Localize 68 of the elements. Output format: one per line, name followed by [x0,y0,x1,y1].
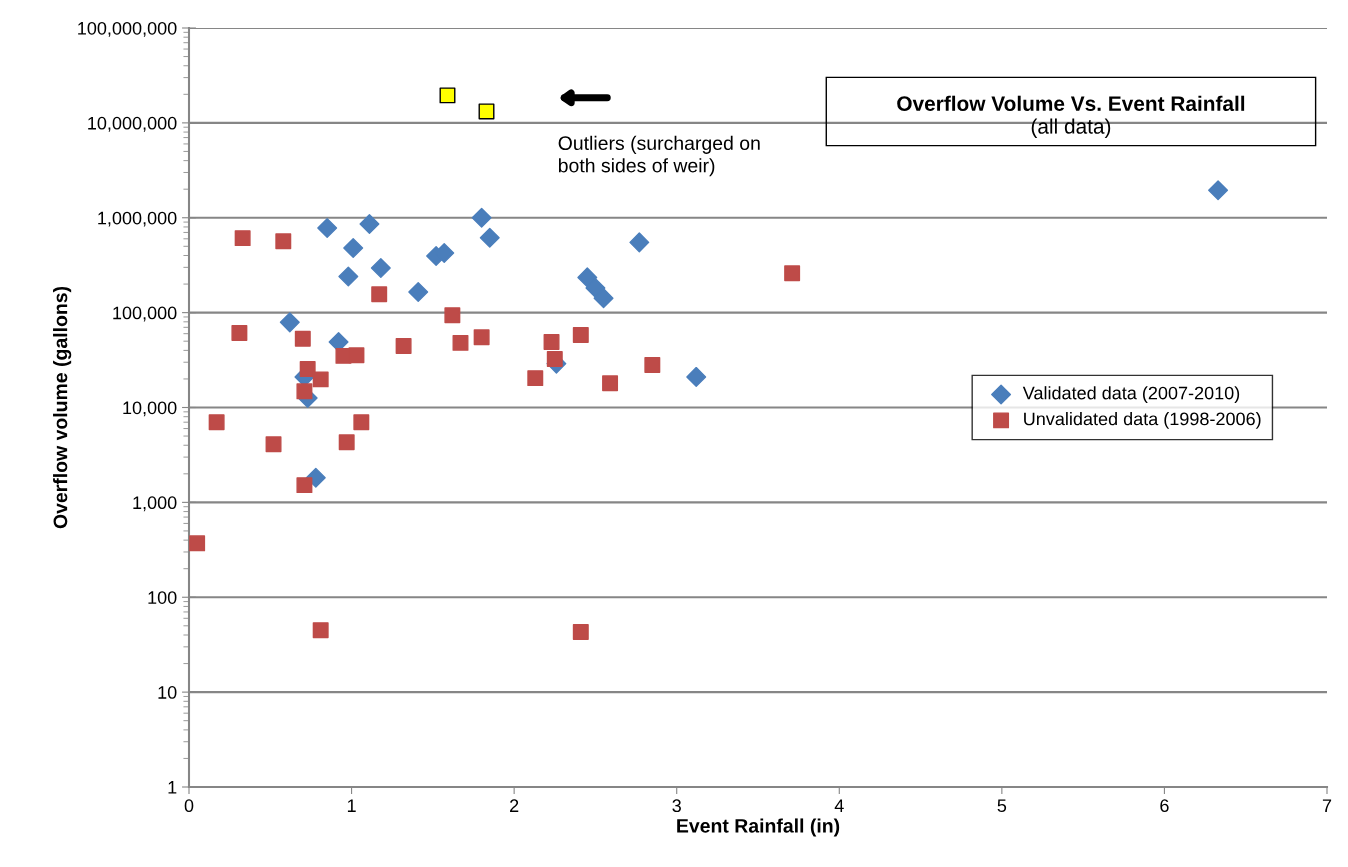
point [189,535,206,552]
point [593,288,614,309]
y-tick-label: 10,000 [123,401,177,417]
point [299,360,316,377]
point [546,350,563,367]
point [208,414,225,431]
y-tick-label: 100,000,000 [78,21,177,37]
y-tick-label: 10,000,000 [88,116,177,132]
point [577,267,598,288]
point [784,265,801,282]
point [395,338,412,354]
y-tick-label: 100,000 [113,306,177,322]
point [371,286,388,303]
point [343,237,364,259]
y-tick-label: 1 [168,781,177,794]
point [629,232,650,253]
point [359,213,380,234]
point [1208,180,1229,201]
point [312,622,329,639]
y-tick-label: 10 [158,686,177,699]
point [478,103,495,120]
point [452,334,469,351]
point [370,258,391,279]
x-axis-title: Event Rainfall (in) [677,818,840,837]
point [296,477,313,494]
y-tick-label: 1,000 [133,496,177,512]
point [265,436,282,453]
point [444,307,461,324]
point [338,266,359,287]
point [348,347,365,364]
point [602,375,619,392]
point [231,325,248,341]
point [572,327,589,344]
point [317,217,338,238]
annotation: Outliers (surcharged on both sides of weir) [558,135,760,177]
text: (all data) [1031,118,1111,138]
point [572,624,589,641]
x-tick-label: 1 [347,799,356,812]
point [338,434,355,451]
y-tick-label: 1,000,000 [98,211,177,227]
point [275,233,292,250]
x-tick-label: 6 [1160,799,1169,813]
y-axis-title: Overflow volume (gallons) [53,286,72,529]
x-tick-label: 5 [997,799,1007,813]
point [296,383,313,400]
x-tick-label: 3 [672,799,681,813]
legend-label: Unvalidated data (1998-2006) [1024,412,1261,429]
x-tick-label: 7 [1322,799,1332,812]
x-tick-label: 4 [834,799,844,812]
point [279,312,300,333]
x-tick-label: 0 [184,799,194,813]
point [353,414,370,431]
point [408,281,429,303]
point [473,329,490,346]
point [439,87,456,104]
point [543,334,560,350]
point [471,207,492,228]
legend-label: Validated data (2007-2010) [1022,386,1240,403]
point [644,357,661,374]
point [294,330,311,347]
point [527,370,544,387]
point [234,230,251,247]
point [479,227,500,248]
y-tick-label: 100 [148,591,177,604]
point [686,366,707,387]
text: Overflow Volume Vs. Event Rainfall [897,95,1245,112]
point [312,371,329,388]
x-tick-label: 2 [510,799,519,812]
